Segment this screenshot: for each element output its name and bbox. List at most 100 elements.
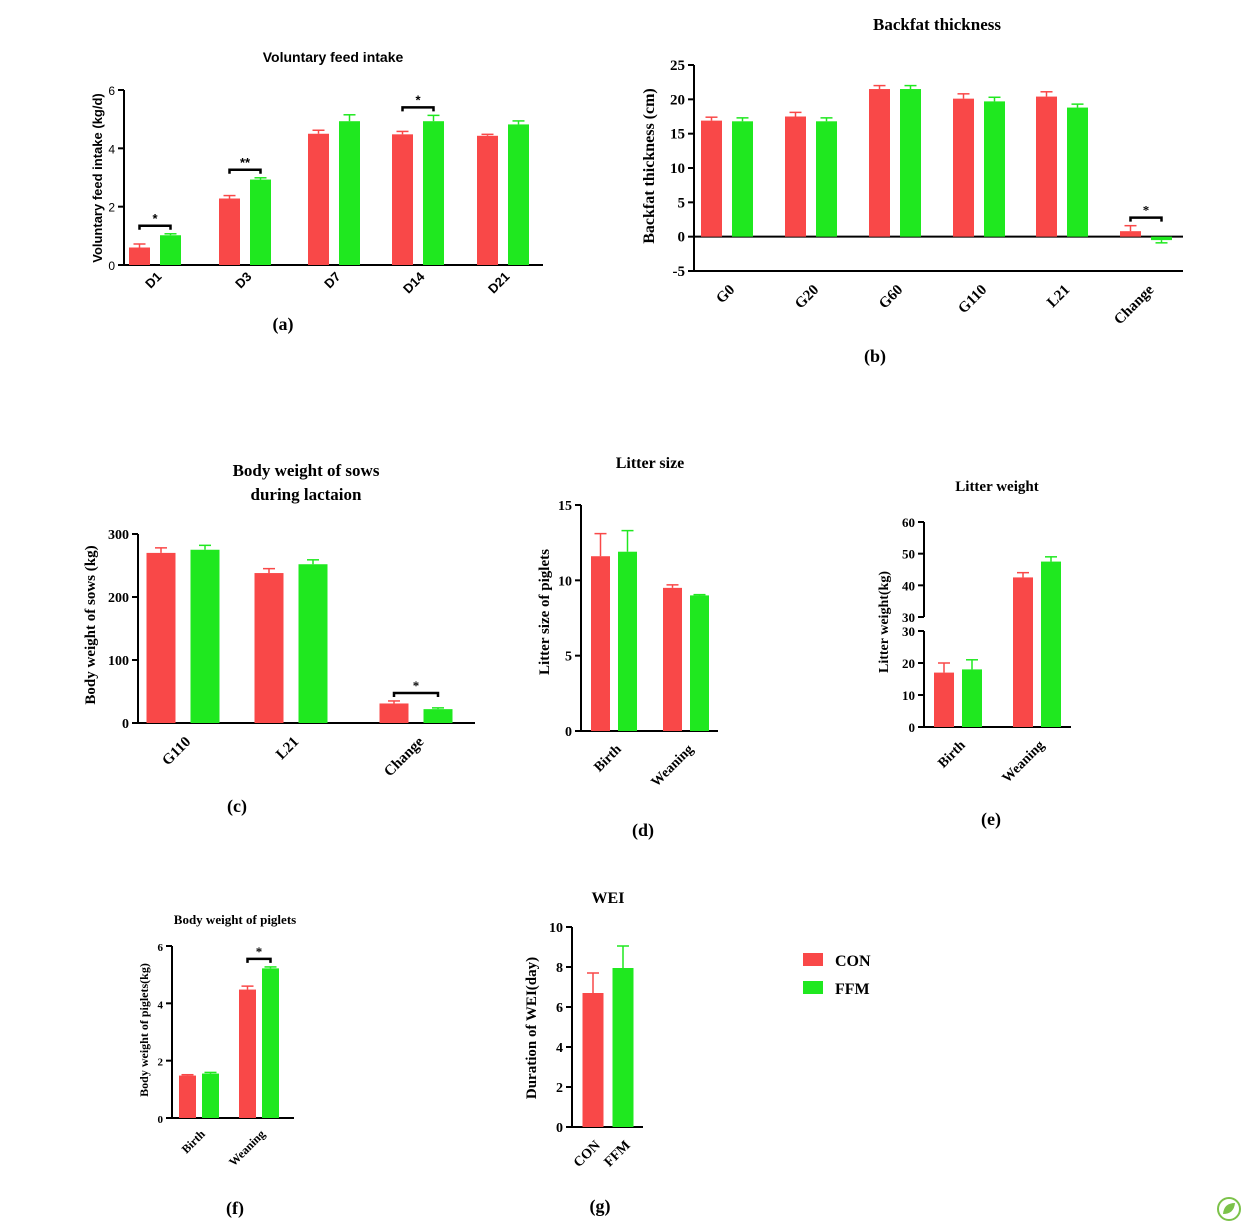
- bar-c-ffm-change: [423, 709, 453, 723]
- bar-a-ffm-d3: [250, 179, 271, 265]
- bar-e-con-weaning: [1013, 577, 1033, 727]
- x-tick-label-d: Weaning: [649, 742, 697, 790]
- panel-label-e: (e): [981, 809, 1001, 830]
- x-tick-label-d: Birth: [592, 742, 625, 775]
- y-axis-label-g: Duration of WEI(day): [524, 957, 540, 1099]
- y-tick-label-g: 8: [556, 961, 563, 976]
- bar-g-con-con: [582, 993, 604, 1127]
- x-tick-label-f: Birth: [179, 1127, 208, 1156]
- chart-panel-f: Body weight of piglets Body weight of pig…: [137, 912, 296, 1219]
- y-tick-label-b: 20: [670, 92, 685, 108]
- y-tick-label-b: 15: [670, 127, 685, 143]
- x-tick-label-f: Weaning: [226, 1127, 268, 1169]
- x-tick-label-c: Change: [381, 734, 427, 780]
- significance-label-a: **: [240, 155, 251, 170]
- y-tick-label-f: 2: [158, 1057, 164, 1069]
- x-tick-label-c: G110: [159, 734, 194, 769]
- y-axis-label-f: Body weight of piglets(kg): [137, 963, 151, 1097]
- bar-b-ffm-g60: [900, 89, 921, 237]
- bar-b-ffm-g110: [984, 101, 1005, 237]
- y-tick-label-f: 0: [158, 1114, 164, 1126]
- y-tick-label-e: 60: [902, 515, 915, 530]
- y-tick-label-e: 40: [902, 578, 915, 593]
- bar-e-ffm-weaning: [1041, 561, 1061, 727]
- watermark-leaf-icon: [1217, 1197, 1241, 1221]
- y-tick-label-c: 100: [108, 654, 129, 669]
- bar-e-ffm-birth: [962, 669, 982, 727]
- legend-label-ffm: FFM: [835, 981, 870, 998]
- y-tick-label-g: 2: [556, 1081, 563, 1096]
- bar-a-ffm-d1: [160, 235, 181, 265]
- x-tick-label-e: Birth: [936, 738, 969, 771]
- significance-label-a: *: [415, 92, 421, 107]
- bar-c-ffm-l21: [298, 564, 328, 723]
- bar-d-ffm-birth: [618, 551, 637, 731]
- chart-title-d: Litter size: [616, 455, 685, 472]
- significance-label-a: *: [152, 211, 158, 226]
- y-tick-label-d: 0: [565, 725, 572, 740]
- y-axis-label-a: Voluntary feed intake (kg/d): [90, 93, 105, 263]
- chart-panel-e: Litter weight Litter weight(kg) (e) 0 10 20 30…: [877, 479, 1071, 830]
- y-tick-label-g: 0: [556, 1121, 563, 1136]
- y-tick-label-d: 10: [558, 574, 572, 589]
- chart-title-c: Body weight of sows: [233, 461, 380, 480]
- bar-a-ffm-d7: [339, 121, 360, 265]
- chart-panel-c: Body weight of sows during lactaion Body w…: [83, 461, 475, 817]
- bar-d-con-birth: [591, 556, 610, 731]
- significance-label-c: *: [413, 678, 420, 693]
- x-tick-label-c: L21: [273, 734, 302, 763]
- y-axis-label-d: Litter size of piglets: [537, 549, 553, 675]
- y-tick-label-b: 25: [670, 58, 685, 74]
- x-tick-label-b: G20: [792, 282, 822, 312]
- chart-panel-b: Backfat thickness Backfat thickness (cm) (…: [641, 15, 1183, 367]
- bar-f-ffm-weaning: [262, 968, 279, 1118]
- y-tick-label-b: -5: [673, 264, 686, 280]
- x-tick-label-a: D21: [485, 269, 512, 296]
- bar-b-ffm-l21: [1067, 107, 1088, 237]
- x-tick-label-b: G0: [713, 282, 738, 307]
- y-tick-label-e: 30: [902, 624, 915, 639]
- x-tick-label-b: G110: [955, 282, 990, 317]
- legend-swatch-ffm: [803, 981, 823, 994]
- y-tick-label-e: 30: [902, 610, 915, 625]
- bar-a-con-d3: [219, 198, 240, 265]
- y-tick-label-g: 6: [556, 1001, 563, 1016]
- x-tick-label-e: Weaning: [1000, 738, 1048, 786]
- y-tick-label-b: 0: [678, 230, 686, 246]
- chart-title-f: Body weight of piglets: [174, 912, 296, 927]
- bar-b-con-g20: [785, 116, 806, 237]
- bar-b-con-g110: [953, 98, 974, 237]
- x-tick-label-b: G60: [876, 282, 906, 312]
- x-tick-label-g: CON: [571, 1138, 604, 1171]
- panel-label-b: (b): [864, 346, 886, 367]
- y-tick-label-b: 5: [678, 195, 686, 211]
- legend-swatch-con: [803, 953, 823, 966]
- panel-label-d: (d): [632, 820, 654, 841]
- bar-a-con-d14: [392, 134, 413, 265]
- chart-title-e: Litter weight: [955, 479, 1038, 495]
- chart-panel-d: Litter size Litter size of piglets (d) 0 5 10…: [537, 455, 718, 841]
- y-tick-label-b: 10: [670, 161, 685, 177]
- y-axis-label-e: Litter weight(kg): [877, 571, 892, 673]
- bar-b-con-g0: [701, 120, 722, 237]
- y-tick-label-c: 300: [108, 528, 129, 543]
- significance-bracket-b: [1129, 216, 1163, 222]
- bar-f-con-weaning: [239, 989, 256, 1118]
- x-tick-label-g: FFM: [602, 1138, 634, 1170]
- bar-e-con-birth: [934, 672, 954, 727]
- bar-f-ffm-birth: [202, 1073, 219, 1118]
- chart-title-c-line2: during lactaion: [251, 485, 363, 504]
- bar-c-con-change: [379, 703, 409, 723]
- significance-label-f: *: [256, 944, 263, 959]
- bar-g-ffm-ffm: [612, 968, 634, 1127]
- bar-b-ffm-g20: [816, 121, 837, 237]
- bar-c-ffm-g110: [190, 549, 220, 723]
- significance-bracket-a: [401, 106, 435, 112]
- chart-panel-a: Voluntary feed intake Voluntary feed inta…: [90, 49, 543, 335]
- chart-title-g: WEI: [592, 890, 625, 907]
- bar-a-con-d7: [308, 133, 329, 265]
- bar-a-ffm-d14: [423, 121, 444, 265]
- bar-b-con-g60: [869, 89, 890, 237]
- y-tick-label-c: 200: [108, 591, 129, 606]
